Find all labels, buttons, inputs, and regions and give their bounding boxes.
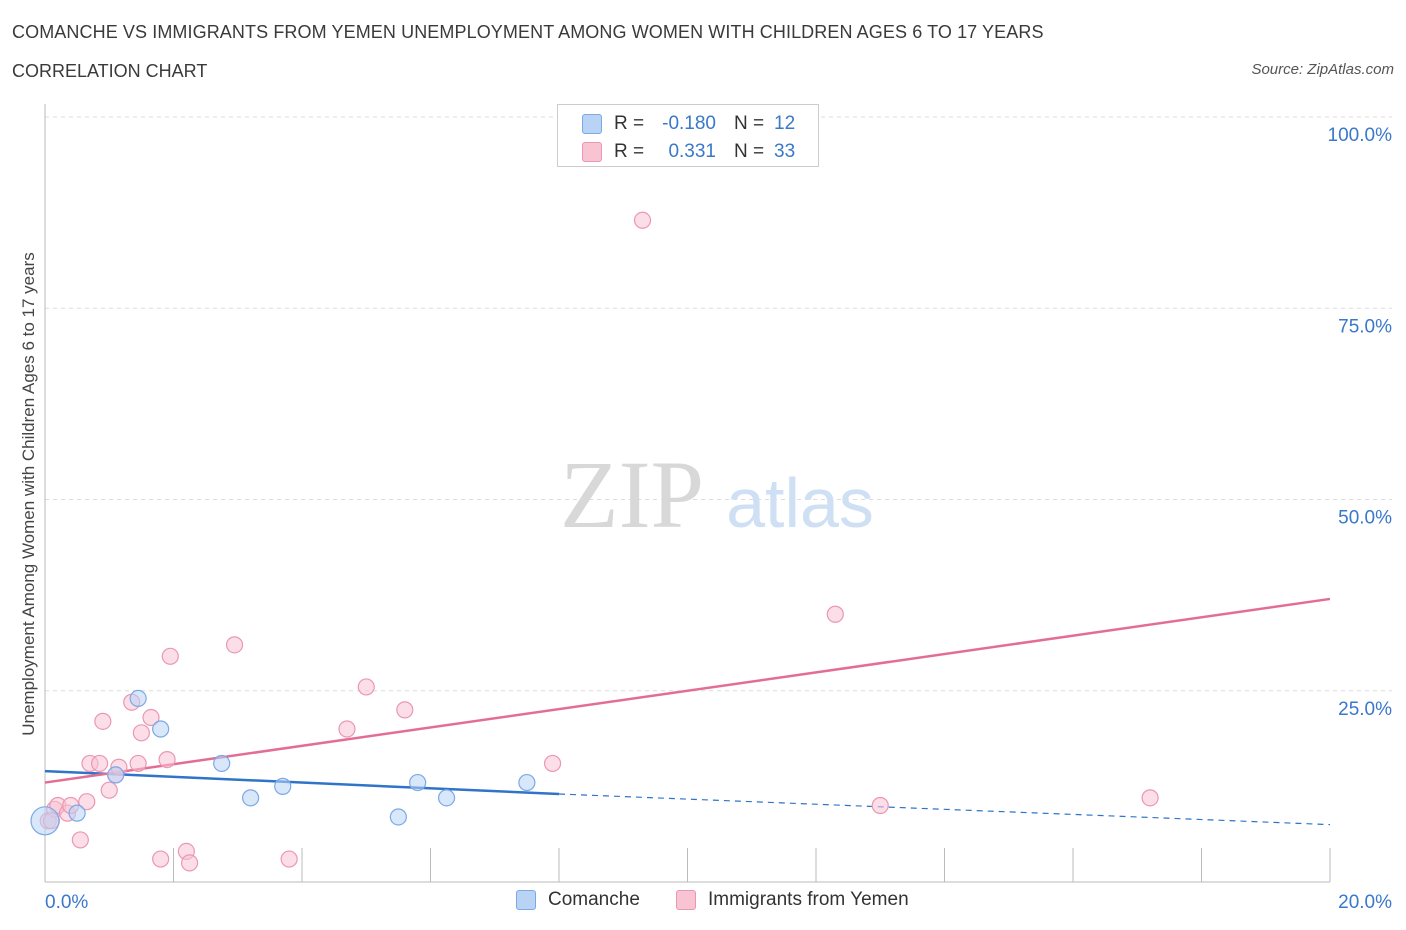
comanche-point [129, 689, 147, 708]
stats-legend-box: R = -0.180 N = 12 R = 0.331 N = 33 [557, 104, 819, 167]
comanche-point [152, 720, 170, 738]
comanche-point [389, 808, 407, 826]
yemen-point [129, 754, 147, 773]
y-tick-label: 100.0% [1328, 125, 1393, 146]
stats-row-comanche: R = -0.180 N = 12 [582, 112, 795, 136]
comanche-point [409, 773, 427, 792]
yemen-point [1141, 789, 1159, 807]
yemen-point [225, 636, 244, 654]
y-tick-label: 75.0% [1338, 316, 1392, 337]
watermark-atlas: atlas [726, 464, 874, 542]
r-label-yemen: R = [614, 141, 645, 162]
stats-swatch-yemen [582, 142, 602, 162]
data-points [30, 211, 1159, 872]
stats-row-yemen: R = 0.331 N = 33 [582, 140, 795, 164]
legend-swatch-yemen [676, 890, 696, 910]
comanche-point [213, 754, 231, 773]
yemen-point [826, 605, 844, 623]
comanche-point [30, 806, 60, 836]
yemen-point [152, 850, 170, 868]
comanche-trend-extension [558, 793, 1331, 826]
stats-swatch-comanche [582, 114, 602, 134]
y-tick-label: 50.0% [1338, 508, 1392, 529]
comanche-point [242, 789, 260, 807]
tick-labels: 100.0% 75.0% 50.0% 25.0% 0.0% 20.0% [45, 125, 1392, 913]
grid-lines [45, 116, 1392, 692]
yemen-point [100, 781, 118, 799]
r-value-comanche: -0.180 [662, 113, 716, 134]
n-label-yemen: N = [734, 141, 765, 162]
comanche-point [437, 789, 456, 807]
source-attribution: Source: ZipAtlas.com [1251, 61, 1394, 78]
yemen-point [543, 754, 562, 773]
yemen-point [158, 750, 176, 769]
yemen-point [142, 708, 160, 727]
legend-item-comanche[interactable]: Comanche [516, 889, 640, 911]
yemen-point [91, 754, 109, 773]
x-tick-label: 20.0% [1338, 892, 1392, 913]
comanche-point [518, 773, 536, 792]
r-value-yemen: 0.331 [668, 141, 716, 162]
legend-label-comanche: Comanche [548, 889, 640, 910]
comanche-point [68, 804, 86, 822]
axes [44, 104, 1331, 883]
yemen-trend-line [44, 597, 1331, 784]
legend-swatch-comanche [516, 890, 536, 910]
yemen-point [78, 793, 96, 811]
legend-item-yemen[interactable]: Immigrants from Yemen [676, 889, 909, 911]
n-value-yemen: 33 [774, 141, 796, 162]
trend-lines [44, 597, 1331, 826]
yemen-point [871, 796, 889, 815]
x-tick-label: 0.0% [45, 892, 88, 913]
watermark: ZIP atlas [560, 441, 874, 548]
comanche-point [107, 766, 125, 784]
chart-title: COMANCHE VS IMMIGRANTS FROM YEMEN UNEMPL… [12, 22, 1044, 42]
chart-subtitle: CORRELATION CHART [12, 61, 208, 81]
yemen-point [132, 724, 150, 742]
yemen-point [633, 211, 652, 229]
r-label-comanche: R = [614, 113, 645, 134]
yemen-point [161, 647, 179, 665]
yemen-point [71, 831, 89, 849]
yemen-point [396, 701, 414, 719]
yemen-point [357, 678, 375, 696]
comanche-point [274, 777, 292, 795]
legend-label-yemen: Immigrants from Yemen [708, 889, 909, 910]
yemen-point [180, 854, 199, 872]
comanche-trend-line [44, 769, 560, 796]
yemen-point [94, 712, 112, 730]
y-tick-label: 25.0% [1338, 699, 1392, 720]
yemen-point [280, 850, 298, 868]
n-label-comanche: N = [734, 113, 765, 134]
watermark-zip: ZIP [560, 441, 704, 548]
y-axis-label: Unemployment Among Women with Children A… [19, 252, 38, 736]
yemen-point [338, 720, 356, 738]
n-value-comanche: 12 [774, 113, 796, 134]
